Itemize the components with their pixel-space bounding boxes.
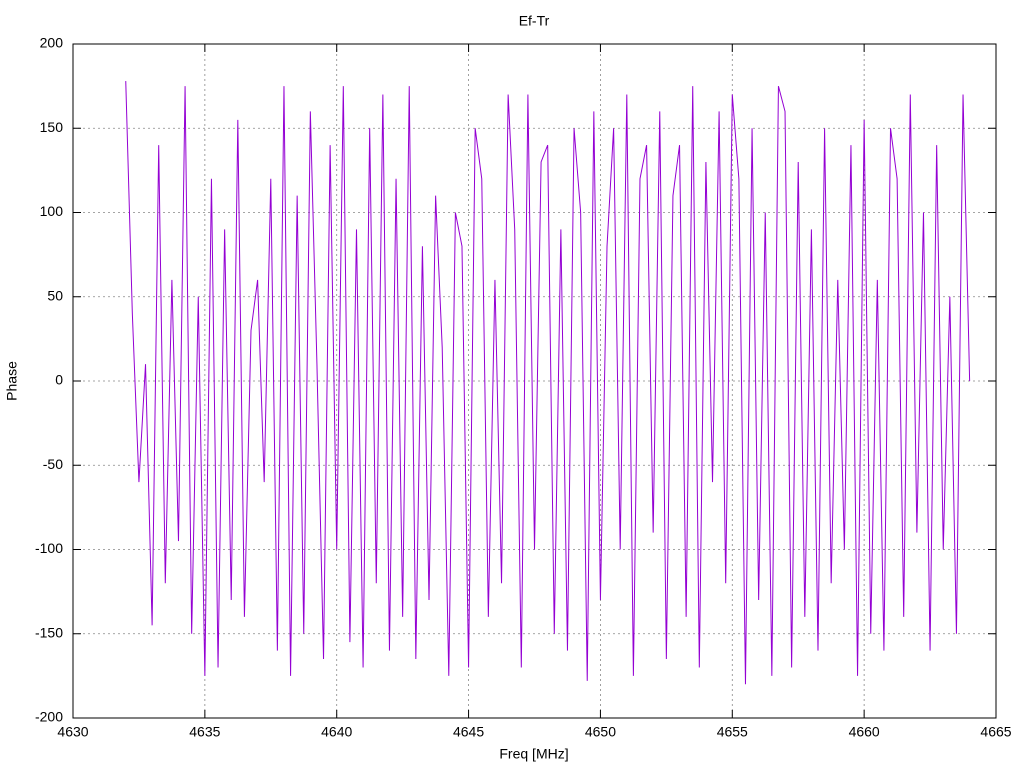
x-tick-label: 4660 <box>849 724 880 740</box>
y-tick-label: -200 <box>35 709 63 725</box>
x-tick-label: 4665 <box>980 724 1011 740</box>
y-tick-label: 200 <box>40 35 64 51</box>
y-tick-label: 100 <box>40 203 64 219</box>
x-tick-label: 4655 <box>717 724 748 740</box>
plot-border <box>72 43 997 719</box>
x-tick-label: 4630 <box>57 724 88 740</box>
x-tick-label: 4640 <box>321 724 352 740</box>
x-tick-label: 4650 <box>585 724 616 740</box>
y-tick-label: 150 <box>40 119 64 135</box>
chart-title: Ef-Tr <box>519 13 550 29</box>
y-tick-label: 50 <box>47 287 63 303</box>
y-tick-label: -100 <box>35 540 63 556</box>
y-tick-label: 0 <box>55 372 63 388</box>
x-tick-label: 4635 <box>189 724 220 740</box>
data-line <box>125 81 971 685</box>
y-tick-label: -150 <box>35 624 63 640</box>
y-axis-label: Phase <box>4 361 20 401</box>
y-tick-label: -50 <box>43 456 63 472</box>
x-tick-label: 4645 <box>453 724 484 740</box>
x-axis-label: Freq [MHz] <box>499 746 568 762</box>
